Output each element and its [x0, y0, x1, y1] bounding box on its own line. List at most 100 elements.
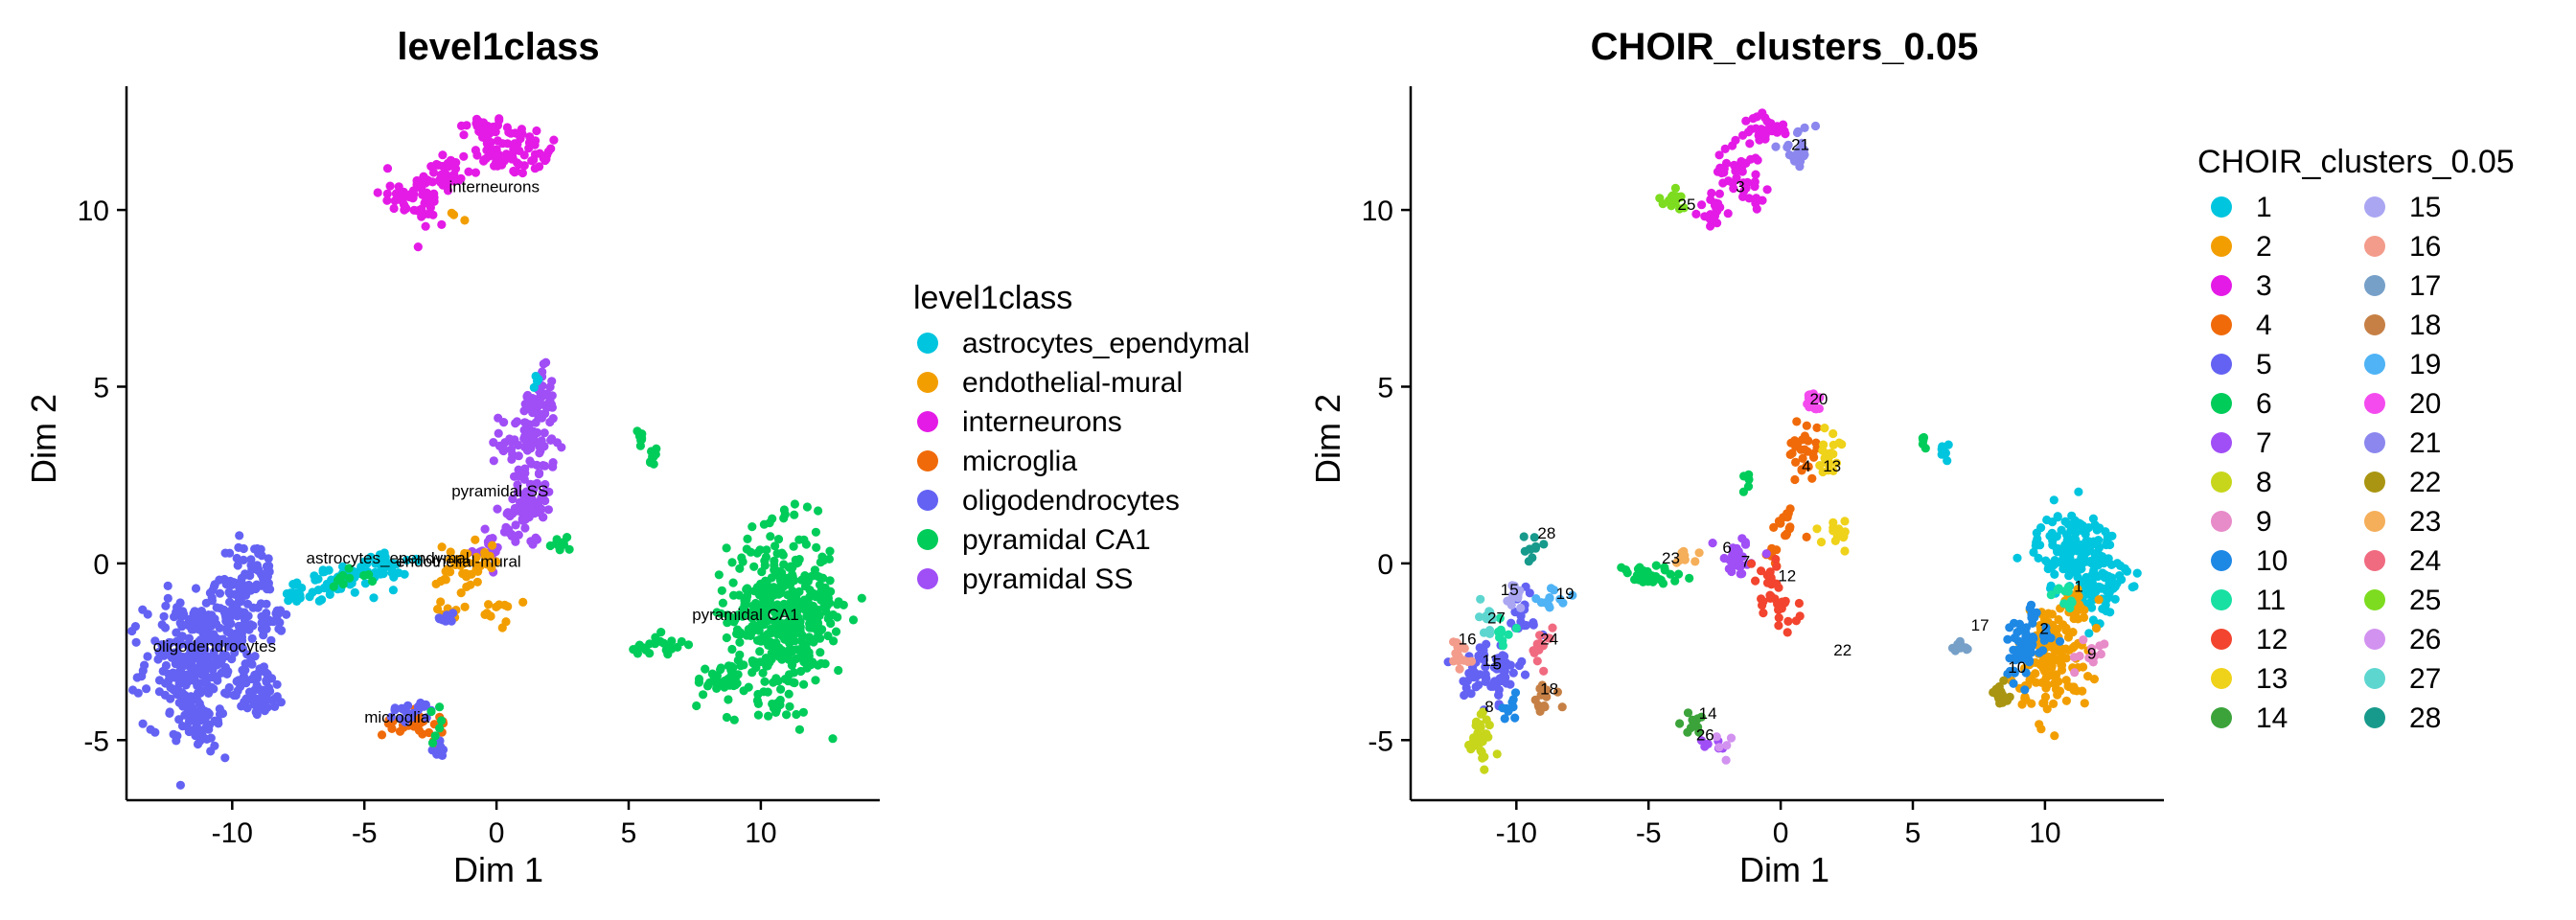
data-point: [812, 542, 821, 553]
cluster-label: 22: [1833, 641, 1852, 659]
data-point: [773, 677, 783, 686]
legend-label: 7: [2256, 427, 2272, 459]
data-point: [1714, 743, 1724, 752]
data-point: [2075, 518, 2084, 528]
data-point: [798, 707, 809, 717]
legend-key: [2364, 354, 2385, 375]
legend-label: 11: [2256, 585, 2286, 616]
data-point: [1752, 204, 1761, 214]
data-point: [242, 650, 252, 659]
data-point: [2055, 636, 2065, 646]
data-point: [196, 736, 205, 746]
data-point: [295, 590, 305, 600]
data-point: [1751, 170, 1760, 179]
data-point: [518, 168, 528, 178]
data-point: [1761, 549, 1771, 559]
data-point: [422, 713, 431, 723]
data-point: [163, 581, 172, 591]
data-point: [138, 719, 148, 728]
data-point: [2090, 652, 2100, 661]
data-point: [1918, 433, 1927, 443]
data-point: [537, 413, 547, 423]
data-point: [373, 188, 382, 197]
cluster-label: 12: [1778, 566, 1796, 585]
data-point: [2042, 704, 2052, 714]
data-point: [749, 620, 759, 630]
plot-title: CHOIR_clusters_0.05: [1591, 26, 1979, 68]
data-point: [2129, 582, 2139, 591]
data-point: [1502, 703, 1511, 714]
data-point: [232, 677, 242, 686]
data-point: [220, 753, 230, 763]
data-point: [1539, 666, 1549, 676]
data-point: [775, 695, 785, 705]
data-point: [272, 692, 282, 702]
data-point: [2105, 608, 2115, 617]
data-point: [722, 632, 731, 643]
data-point: [2050, 569, 2059, 580]
data-point: [497, 623, 507, 632]
data-point: [382, 196, 392, 205]
data-point: [791, 594, 800, 604]
data-point: [1950, 646, 1960, 656]
legend-item-cluster-26: 26: [2364, 624, 2441, 656]
series-11: [1493, 582, 2077, 651]
data-point: [1526, 544, 1535, 554]
data-point: [527, 396, 537, 405]
data-point: [209, 582, 219, 591]
data-point: [420, 198, 429, 208]
data-point: [207, 593, 217, 603]
data-point: [753, 699, 764, 709]
y-axis-label: Dim 2: [24, 394, 63, 484]
legend-item-cluster-16: 16: [2364, 231, 2441, 263]
data-point: [519, 434, 529, 444]
data-point: [542, 389, 552, 399]
data-point: [161, 678, 171, 688]
data-point: [2049, 699, 2058, 709]
data-point: [789, 541, 798, 551]
data-point: [1694, 548, 1704, 558]
data-point: [1658, 579, 1668, 588]
data-point: [1781, 596, 1790, 606]
data-point: [749, 562, 759, 571]
data-point: [322, 579, 332, 588]
data-point: [518, 501, 528, 512]
data-point: [1811, 438, 1821, 448]
data-point: [1475, 612, 1484, 622]
legend-key: [2211, 472, 2232, 493]
data-point: [1728, 141, 1737, 150]
data-point: [735, 564, 745, 573]
data-point: [184, 717, 195, 726]
data-point: [389, 203, 399, 214]
data-point: [821, 607, 831, 617]
data-point: [421, 700, 430, 710]
data-point: [413, 242, 423, 252]
legend-item-astrocytes-ependymal: astrocytes_ependymal: [917, 328, 1250, 359]
data-point: [1758, 196, 1767, 205]
data-point: [1782, 530, 1791, 540]
data-point: [456, 588, 466, 598]
data-point: [2047, 661, 2057, 671]
data-point: [2067, 598, 2077, 608]
data-point: [2009, 678, 2018, 688]
data-point: [1832, 532, 1842, 541]
data-point: [1726, 733, 1736, 743]
data-point: [206, 733, 216, 743]
data-point: [264, 579, 273, 588]
data-point: [545, 382, 555, 392]
data-point: [1495, 613, 1505, 623]
data-point: [272, 679, 282, 689]
data-point: [816, 648, 825, 657]
legend-item-cluster-20: 20: [2364, 388, 2441, 420]
data-point: [826, 586, 836, 596]
data-point: [242, 599, 253, 609]
data-point: [178, 607, 188, 616]
data-point: [1737, 167, 1747, 176]
data-point: [1802, 421, 1811, 430]
x-tick-label: -5: [1636, 817, 1662, 849]
data-point: [762, 587, 771, 597]
data-point: [848, 615, 859, 625]
data-point: [1766, 119, 1776, 128]
data-point: [763, 630, 772, 639]
data-point: [717, 586, 726, 595]
